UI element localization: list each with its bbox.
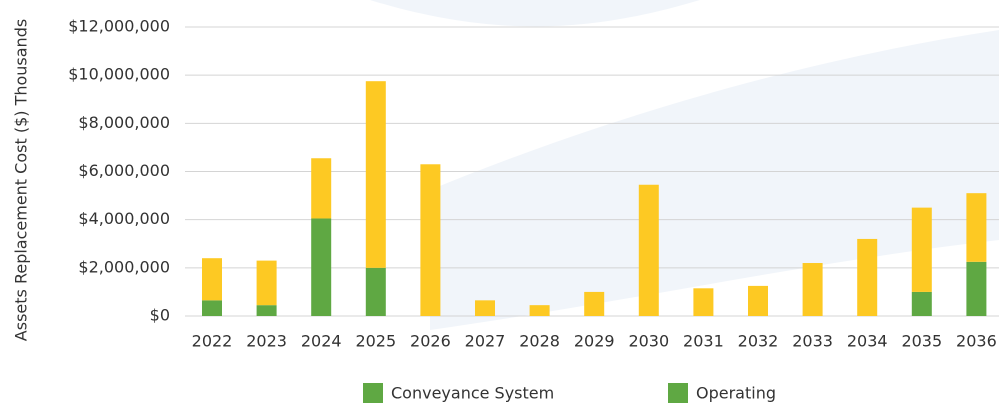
bar-segment (529, 305, 550, 316)
legend-label: Operating (696, 384, 776, 403)
legend-swatch (668, 383, 688, 403)
bar-segment (475, 300, 495, 316)
bar-segment (420, 164, 441, 316)
legend-label: Conveyance System (391, 384, 554, 403)
x-tick-label: 2023 (246, 332, 287, 351)
y-tick-label: $8,000,000 (78, 113, 170, 132)
bar-segment (311, 218, 332, 316)
bar-segment (202, 258, 222, 301)
bar-segment (857, 238, 878, 316)
x-tick-label: 2036 (956, 332, 997, 351)
bar-segment (584, 291, 605, 316)
x-tick-label: 2022 (192, 332, 233, 351)
y-tick-label: $12,000,000 (68, 17, 170, 36)
bar-segment (638, 184, 659, 316)
x-tick-label: 2027 (465, 332, 506, 351)
background-swoosh (370, 0, 999, 330)
x-tick-label: 2028 (519, 332, 560, 351)
x-tick-label: 2025 (355, 332, 396, 351)
legend-swatch (363, 383, 383, 403)
bar-segment (802, 263, 823, 316)
y-tick-label: $4,000,000 (78, 209, 170, 228)
bar-segment (693, 288, 714, 316)
bar-segment (202, 300, 222, 316)
y-axis-label: Assets Replacement Cost ($) Thousands (12, 19, 31, 341)
x-tick-label: 2034 (847, 332, 888, 351)
bar-segment (966, 261, 987, 316)
bar-segment (365, 81, 386, 268)
y-tick-label: $0 (150, 306, 170, 325)
bar-segment (748, 285, 768, 316)
y-tick-label: $10,000,000 (68, 65, 170, 84)
x-tick-label: 2032 (738, 332, 779, 351)
y-tick-label: $2,000,000 (78, 257, 170, 276)
bar-segment (365, 267, 386, 316)
bar-segment (311, 158, 332, 219)
x-tick-label: 2031 (683, 332, 724, 351)
x-tick-label: 2030 (628, 332, 669, 351)
x-tick-label: 2033 (792, 332, 833, 351)
x-tick-label: 2029 (574, 332, 615, 351)
x-tick-label: 2024 (301, 332, 342, 351)
bar-segment (911, 207, 932, 292)
bar-segment (911, 291, 932, 316)
x-tick-label: 2026 (410, 332, 451, 351)
y-tick-label: $6,000,000 (78, 161, 170, 180)
bar-segment (966, 193, 987, 262)
x-tick-label: 2035 (901, 332, 942, 351)
bar-segment (256, 305, 277, 316)
bar-segment (256, 260, 277, 306)
